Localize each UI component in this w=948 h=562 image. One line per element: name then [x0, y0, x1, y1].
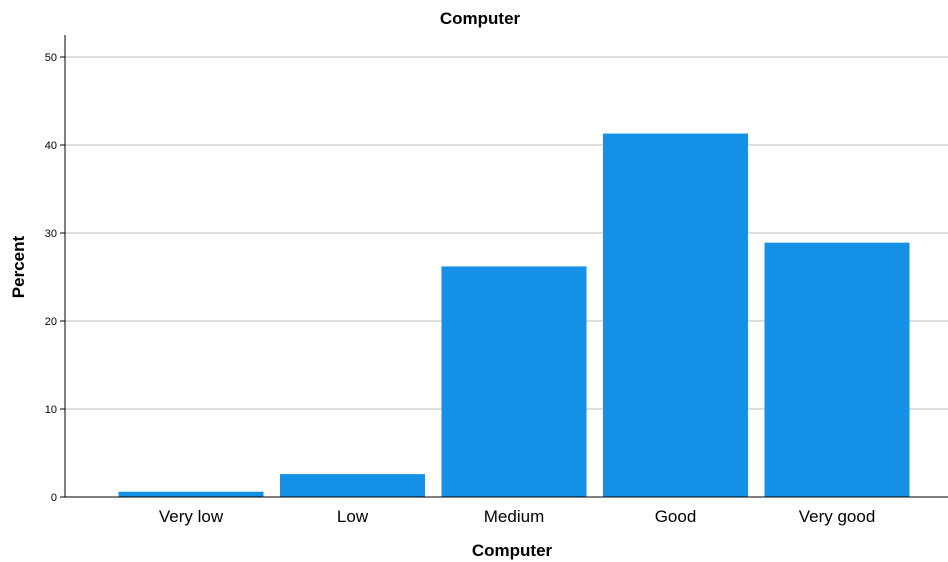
bar-very-low — [118, 491, 264, 497]
y-tick-label: 10 — [45, 404, 57, 416]
bar-low — [280, 474, 425, 497]
x-tick-label: Very good — [799, 507, 876, 526]
y-tick-label: 40 — [45, 140, 57, 152]
y-tick-label: 20 — [45, 316, 57, 328]
bar-medium — [441, 266, 587, 497]
bars — [118, 133, 910, 497]
y-axis-title: Percent — [9, 235, 28, 298]
bar-very-good — [764, 242, 910, 497]
x-axis-title: Computer — [472, 541, 553, 560]
y-tick-label: 30 — [45, 228, 57, 240]
x-tick-label: Medium — [484, 507, 544, 526]
bar-good — [603, 133, 748, 497]
y-tick-labels: 0 10 20 30 40 50 — [45, 52, 65, 504]
chart-title: Computer — [440, 9, 521, 28]
y-tick-label: 50 — [45, 52, 57, 64]
x-tick-label: Very low — [159, 507, 224, 526]
x-tick-labels: Very low Low Medium Good Very good — [159, 507, 875, 526]
axes — [64, 35, 948, 498]
y-tick-label: 0 — [51, 492, 57, 504]
x-tick-label: Good — [655, 507, 697, 526]
x-tick-label: Low — [337, 507, 369, 526]
